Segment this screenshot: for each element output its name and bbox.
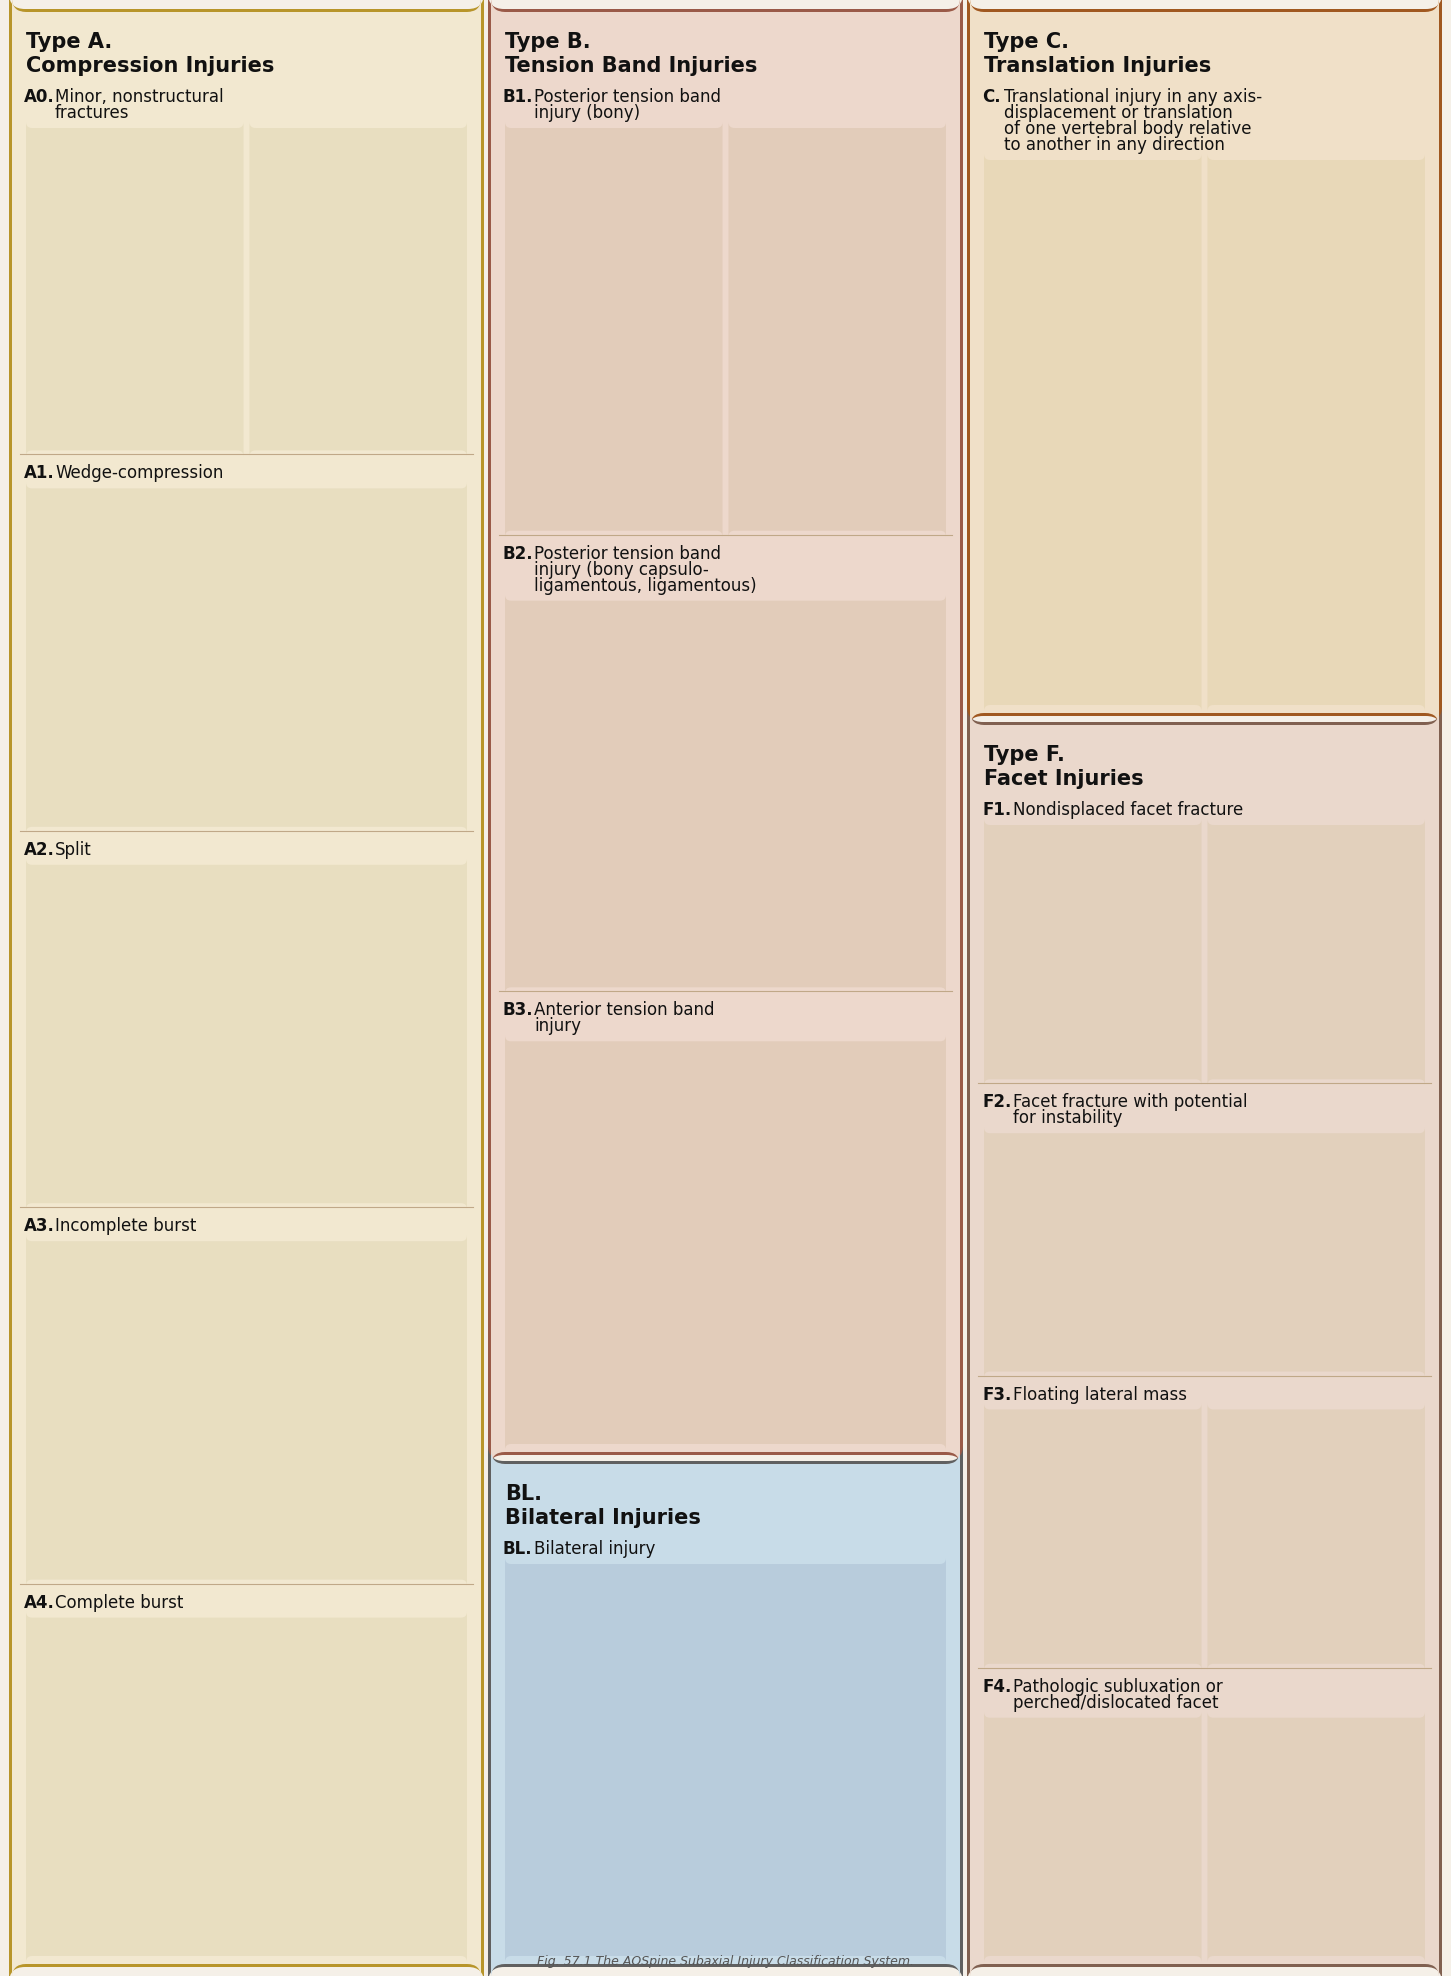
Text: Bilateral injury: Bilateral injury	[534, 1539, 656, 1557]
Text: A4.: A4.	[25, 1593, 55, 1612]
FancyBboxPatch shape	[984, 154, 1201, 711]
FancyBboxPatch shape	[984, 1711, 1201, 1962]
Text: Facet Injuries: Facet Injuries	[984, 769, 1143, 788]
FancyBboxPatch shape	[984, 818, 1201, 1085]
Text: A2.: A2.	[25, 842, 55, 860]
FancyBboxPatch shape	[505, 595, 946, 994]
Bar	[971, 43, 1439, 89]
Bar	[971, 73, 1439, 89]
FancyBboxPatch shape	[728, 123, 946, 537]
FancyBboxPatch shape	[26, 1235, 467, 1585]
FancyBboxPatch shape	[971, 711, 1439, 1976]
FancyBboxPatch shape	[971, 0, 1439, 103]
Text: F4.: F4.	[982, 1678, 1011, 1695]
FancyBboxPatch shape	[490, 1450, 961, 1976]
FancyBboxPatch shape	[971, 0, 1439, 727]
Text: fractures: fractures	[55, 105, 129, 123]
Bar	[12, 43, 480, 89]
Text: A3.: A3.	[25, 1217, 55, 1235]
Text: BL.: BL.	[505, 1484, 543, 1504]
Text: F3.: F3.	[982, 1385, 1011, 1403]
FancyBboxPatch shape	[490, 0, 961, 1466]
FancyBboxPatch shape	[250, 123, 467, 456]
FancyBboxPatch shape	[488, 0, 963, 1470]
Bar	[971, 757, 1439, 800]
FancyBboxPatch shape	[488, 1444, 963, 1976]
FancyBboxPatch shape	[490, 1450, 961, 1553]
Bar	[490, 1525, 961, 1539]
Text: perched/dislocated facet: perched/dislocated facet	[1013, 1693, 1219, 1711]
Text: Type B.: Type B.	[505, 32, 591, 51]
Text: Bilateral Injuries: Bilateral Injuries	[505, 1508, 701, 1527]
Text: Type A.: Type A.	[26, 32, 112, 51]
FancyBboxPatch shape	[12, 0, 480, 103]
Text: to another in any direction: to another in any direction	[1004, 136, 1225, 154]
FancyBboxPatch shape	[984, 1403, 1201, 1670]
Text: C.: C.	[982, 89, 1001, 107]
Text: ligamentous, ligamentous): ligamentous, ligamentous)	[534, 577, 756, 595]
FancyBboxPatch shape	[505, 1035, 946, 1450]
Text: Wedge-compression: Wedge-compression	[55, 464, 223, 482]
FancyBboxPatch shape	[966, 705, 1442, 1976]
Text: B2.: B2.	[503, 545, 534, 563]
Text: F2.: F2.	[982, 1093, 1011, 1111]
Text: injury (bony capsulo-: injury (bony capsulo-	[534, 561, 708, 579]
Text: BL.: BL.	[503, 1539, 533, 1557]
FancyBboxPatch shape	[1207, 818, 1425, 1085]
Text: of one vertebral body relative: of one vertebral body relative	[1004, 121, 1252, 138]
Text: displacement or translation: displacement or translation	[1004, 105, 1233, 123]
Text: Incomplete burst: Incomplete burst	[55, 1217, 196, 1235]
Bar	[490, 1496, 961, 1539]
Text: Nondisplaced facet fracture: Nondisplaced facet fracture	[1013, 800, 1244, 818]
Text: Posterior tension band: Posterior tension band	[534, 89, 721, 107]
Text: A0.: A0.	[25, 89, 55, 107]
Text: Facet fracture with potential: Facet fracture with potential	[1013, 1093, 1248, 1111]
FancyBboxPatch shape	[12, 0, 480, 1976]
Text: B1.: B1.	[503, 89, 534, 107]
Text: Minor, nonstructural: Minor, nonstructural	[55, 89, 223, 107]
Bar	[971, 786, 1439, 800]
FancyBboxPatch shape	[984, 1126, 1425, 1377]
Text: Tension Band Injuries: Tension Band Injuries	[505, 55, 757, 75]
FancyBboxPatch shape	[966, 0, 1442, 731]
Text: Translational injury in any axis-: Translational injury in any axis-	[1004, 89, 1262, 107]
FancyBboxPatch shape	[26, 860, 467, 1209]
Text: for instability: for instability	[1013, 1109, 1123, 1126]
FancyBboxPatch shape	[1207, 1403, 1425, 1670]
FancyBboxPatch shape	[26, 482, 467, 832]
Text: injury (bony): injury (bony)	[534, 105, 640, 123]
Text: Translation Injuries: Translation Injuries	[984, 55, 1212, 75]
Text: Type C.: Type C.	[984, 32, 1069, 51]
Text: Posterior tension band: Posterior tension band	[534, 545, 721, 563]
Text: Split: Split	[55, 842, 91, 860]
Bar	[12, 73, 480, 89]
Text: Compression Injuries: Compression Injuries	[26, 55, 274, 75]
Text: Pathologic subluxation or: Pathologic subluxation or	[1013, 1678, 1223, 1695]
Bar	[490, 73, 961, 89]
FancyBboxPatch shape	[971, 711, 1439, 814]
FancyBboxPatch shape	[490, 0, 961, 103]
FancyBboxPatch shape	[505, 1557, 946, 1962]
Text: Floating lateral mass: Floating lateral mass	[1013, 1385, 1187, 1403]
FancyBboxPatch shape	[505, 123, 723, 537]
Text: Complete burst: Complete burst	[55, 1593, 183, 1612]
Text: Type F.: Type F.	[984, 745, 1065, 765]
Text: injury: injury	[534, 1018, 580, 1035]
FancyBboxPatch shape	[26, 123, 244, 456]
FancyBboxPatch shape	[1207, 1711, 1425, 1962]
Text: A1.: A1.	[25, 464, 55, 482]
FancyBboxPatch shape	[1207, 154, 1425, 711]
Text: Anterior tension band: Anterior tension band	[534, 1002, 714, 1020]
Text: B3.: B3.	[503, 1002, 534, 1020]
Text: F1.: F1.	[982, 800, 1011, 818]
FancyBboxPatch shape	[26, 1612, 467, 1962]
Text: Fig. 57.1 The AOSpine Subaxial Injury Classification System.: Fig. 57.1 The AOSpine Subaxial Injury Cl…	[537, 1954, 914, 1968]
Bar	[490, 43, 961, 89]
FancyBboxPatch shape	[9, 0, 485, 1976]
